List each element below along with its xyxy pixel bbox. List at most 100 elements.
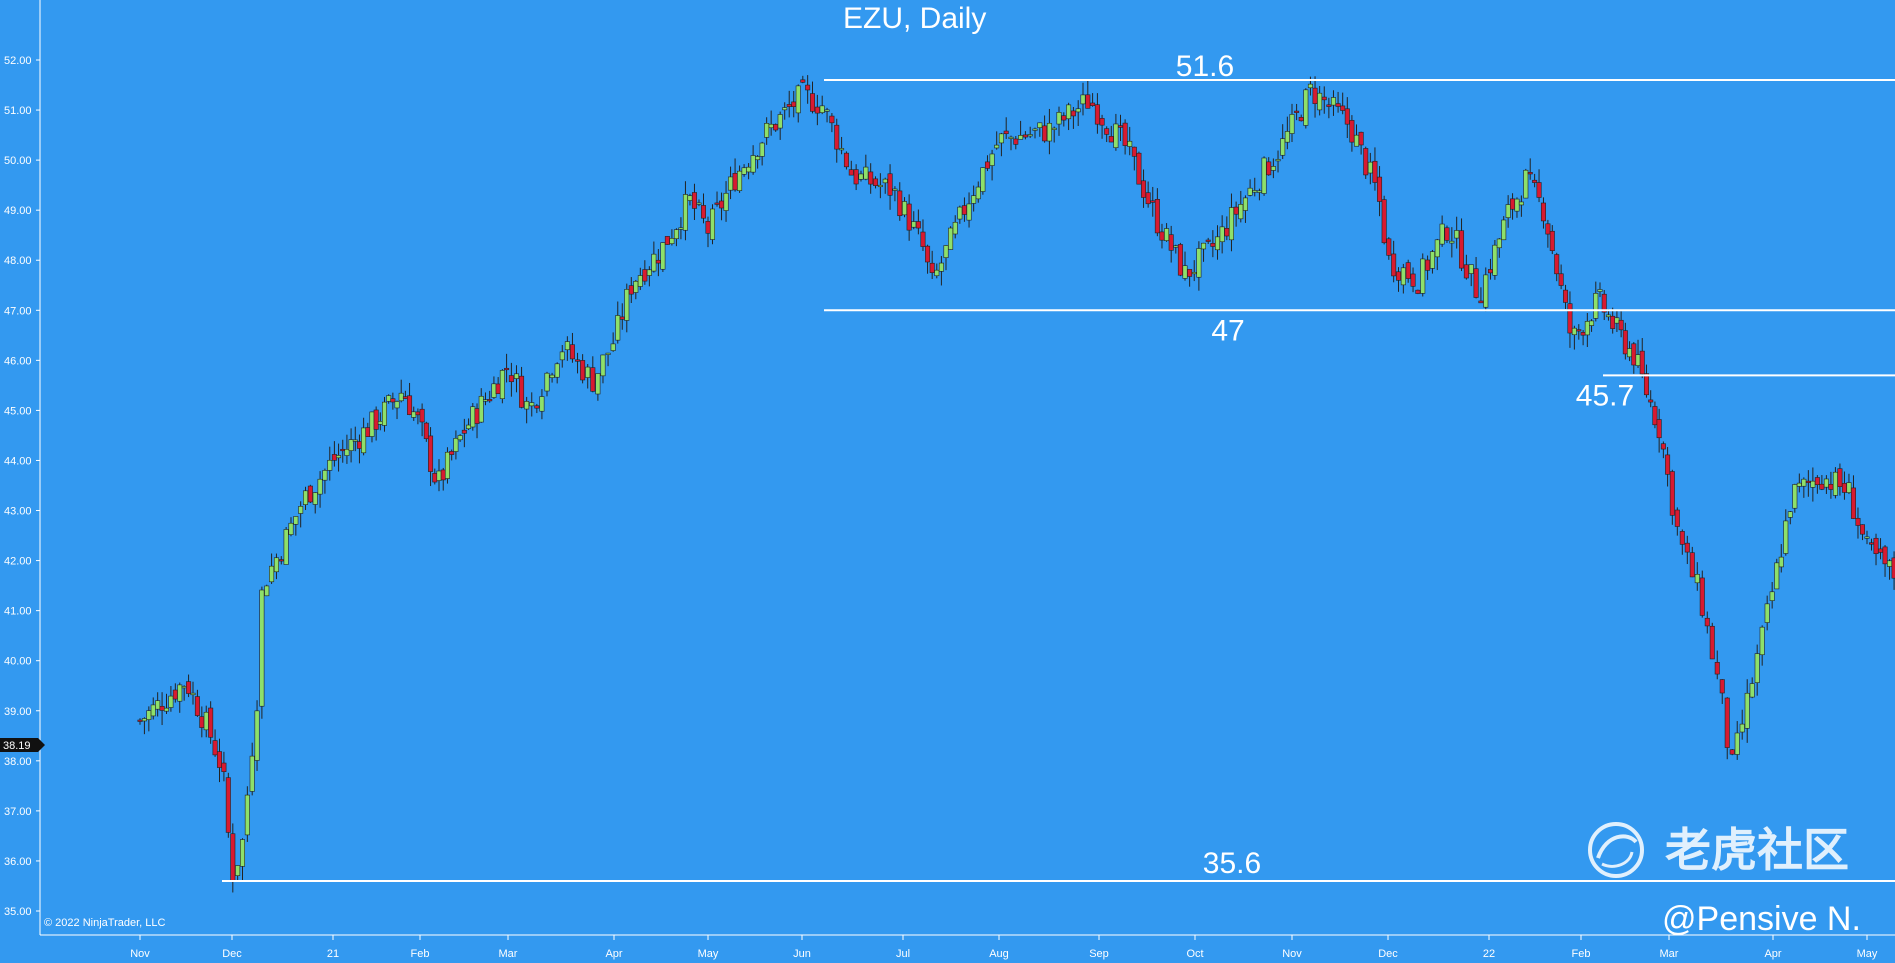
candle: [1468, 264, 1474, 287]
candle-body: [415, 411, 421, 416]
candle: [1141, 169, 1147, 208]
candle-body: [1841, 483, 1847, 493]
candle-body: [487, 399, 493, 402]
candle-body: [524, 401, 530, 410]
candle: [1593, 281, 1599, 322]
candle-body: [1070, 110, 1076, 117]
candle-body: [1405, 262, 1411, 279]
candle: [1810, 467, 1816, 502]
candle: [1008, 135, 1014, 151]
candle-body: [585, 366, 591, 378]
candle: [312, 492, 318, 514]
candle: [590, 356, 596, 393]
candle: [524, 396, 530, 424]
candle: [407, 382, 413, 416]
candle: [1391, 240, 1397, 283]
candle: [1003, 117, 1009, 139]
candle: [519, 366, 525, 409]
candle-body: [1358, 131, 1364, 146]
candle: [1289, 103, 1295, 142]
candle: [554, 362, 560, 384]
candle-body: [1764, 603, 1770, 623]
candle-body: [177, 684, 183, 702]
x-tick-label: Feb: [1572, 948, 1591, 960]
candle-body: [1367, 161, 1373, 174]
candle: [203, 705, 209, 738]
candle-body: [1080, 94, 1086, 105]
levels-layer: 51.6 47 45.7 35.6: [222, 50, 1895, 882]
candle: [1261, 156, 1267, 196]
candle: [1280, 124, 1286, 160]
candle-body: [1307, 83, 1313, 89]
candle-body: [943, 245, 949, 258]
candle-body: [390, 398, 396, 403]
candle-body: [619, 316, 625, 320]
candle: [723, 181, 729, 222]
candle-body: [1887, 560, 1893, 567]
candle-body: [1261, 157, 1267, 194]
candle-body: [1769, 591, 1775, 601]
candle-body: [386, 395, 392, 402]
candle-body: [696, 202, 702, 205]
x-tick-label: Nov: [130, 948, 150, 960]
candle-body: [1164, 228, 1170, 241]
candle: [1410, 267, 1416, 293]
candle-body: [682, 194, 688, 231]
candle-body: [934, 269, 940, 277]
candle: [637, 267, 643, 291]
candle-body: [331, 454, 337, 461]
candle: [428, 427, 434, 487]
candle: [181, 685, 187, 701]
candle: [539, 389, 545, 420]
candle: [1505, 195, 1511, 228]
candle: [168, 685, 174, 712]
candle-body: [249, 755, 255, 792]
candle-body: [361, 427, 367, 454]
candle-body: [1532, 179, 1538, 183]
candle-body: [348, 439, 354, 451]
candle-body: [750, 155, 756, 173]
x-tick-label: Apr: [1764, 948, 1781, 960]
candle: [208, 701, 214, 744]
candle-body: [1312, 87, 1318, 104]
candle-body: [398, 392, 404, 402]
candle-body: [791, 101, 797, 107]
level-label: 47: [1211, 314, 1244, 347]
candle-body: [1317, 92, 1323, 111]
candle-body: [1463, 264, 1469, 279]
candle-body: [1674, 509, 1680, 527]
candle-body: [1150, 200, 1156, 203]
candle-body: [1580, 332, 1586, 336]
candle: [1837, 463, 1843, 496]
x-tick-label: 21: [327, 948, 339, 960]
candle-body: [482, 399, 488, 402]
candle: [750, 145, 756, 175]
candle-body: [1396, 271, 1402, 281]
candle-body: [1210, 243, 1216, 247]
candle-body: [1284, 131, 1290, 143]
candle: [1252, 177, 1258, 197]
candle-body: [1601, 293, 1607, 313]
candle: [791, 91, 797, 118]
candle: [269, 553, 275, 584]
candle: [834, 118, 840, 163]
candle: [361, 417, 367, 456]
candle-body: [1783, 520, 1789, 554]
y-tick-label: 51.00: [4, 105, 32, 117]
candle: [344, 434, 350, 464]
candle: [221, 751, 227, 782]
candle-body: [1656, 419, 1662, 439]
candle-body: [669, 238, 675, 245]
candle-body: [539, 396, 545, 412]
candle-body: [843, 152, 849, 168]
candle-body: [283, 529, 289, 565]
candle-body: [773, 124, 779, 131]
candle-body: [269, 565, 275, 583]
candle: [1196, 241, 1202, 291]
candle-body: [805, 84, 811, 91]
candle: [559, 344, 565, 368]
candle-body: [288, 522, 294, 535]
candle-body: [1749, 683, 1755, 698]
candle: [141, 717, 147, 735]
